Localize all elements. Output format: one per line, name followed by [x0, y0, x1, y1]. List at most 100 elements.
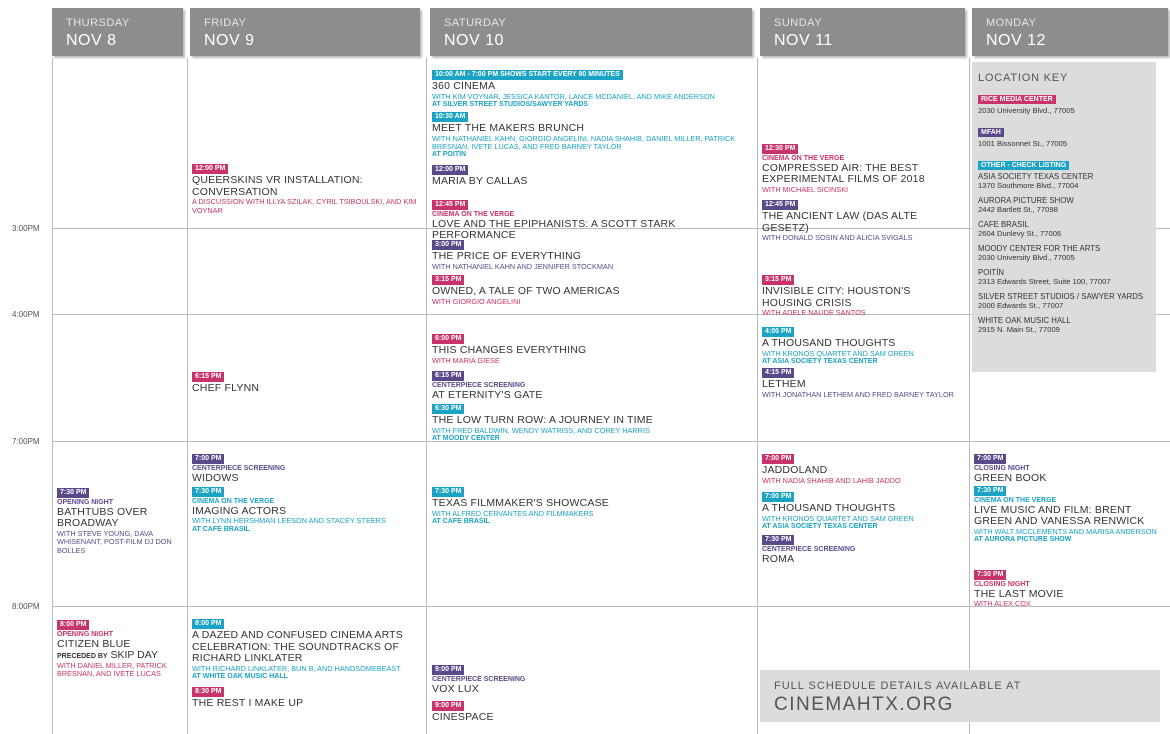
preceded: PRECEDED BY SKIP DAY	[57, 650, 182, 662]
event-title: THE LOW TURN ROW: A JOURNEY IN TIME	[432, 413, 653, 426]
event: 3:15 PM OWNED, A TALE OF TWO AMERICAS WITH…	[432, 268, 752, 306]
time-badge: 8:30 PM	[192, 687, 225, 697]
time-badge: 7:30 PM	[192, 487, 225, 497]
key-title: LOCATION KEY	[978, 72, 1069, 84]
event: 7:30 PM CINEMA ON THE VERGE LIVE MUSIC AND…	[974, 479, 1162, 544]
event: 6:15 PM CENTERPIECE SCREENING AT ETERNITY'…	[432, 364, 752, 401]
event-venue: AT ASIA SOCIETY TEXAS CENTER	[762, 522, 878, 530]
event: 9:00 PM CENTERPIECE SCREENING VOX LUX	[432, 658, 752, 695]
event-title: THE ANCIENT LAW (DAS ALTE GESETZ)	[762, 209, 918, 234]
time-badge: 7:30 PM	[974, 570, 1007, 580]
event-title: THIS CHANGES EVERYTHING	[432, 343, 587, 356]
event-note: WITH ADELE NAUDE SANTOS	[762, 308, 866, 318]
event-title: A DAZED AND CONFUSED CINEMA ARTS CELEBRA…	[192, 628, 403, 665]
event-note: A DISCUSSION WITH ILLYA SZILAK, CYRIL TS…	[192, 197, 417, 215]
event-title: AT ETERNITY'S GATE	[432, 388, 543, 401]
event-tag: CENTERPIECE SCREENING	[192, 464, 286, 472]
key-group: MFAH 1001 Bissonnet St., 77005	[978, 121, 1152, 148]
time-badge: 10:00 AM - 7:00 PM SHOWS START EVERY 90 …	[432, 70, 623, 80]
time-badge: 12:45 PM	[432, 200, 469, 210]
key-name: WHITE OAK MUSIC HALL	[978, 316, 1071, 325]
event-tag: CINEMA ON THE VERGE	[974, 496, 1057, 504]
event-venue: AT WHITE OAK MUSIC HALL	[192, 673, 288, 681]
time-badge: 7:00 PM	[762, 454, 795, 464]
event: 7:30 PM CLOSING NIGHT THE LAST MOVIE WITH A…	[974, 563, 1162, 609]
event-venue: AT ASIA SOCIETY TEXAS CENTER	[762, 357, 878, 365]
event-title: VOX LUX	[432, 682, 479, 695]
event-note: WITH NATHANIEL KAHN AND JENNIFER STOCKMA…	[432, 261, 614, 271]
event-note: WITH DANIEL MILLER, PATRICK BRESNAN, AND…	[57, 661, 167, 679]
event-title: THE REST I MAKE UP	[192, 696, 304, 709]
event-note: WITH KRONOS QUARTET AND SAM GREEN	[762, 348, 914, 358]
key-entry: CAFE BRASIL 2604 Dunlevy St., 77006	[978, 220, 1152, 238]
weekday: FRIDAY	[204, 17, 247, 29]
time-badge: 7:00 PM	[762, 492, 795, 502]
event: 7:00 PM CENTERPIECE SCREENING WIDOWS	[192, 447, 422, 484]
event-tag: CLOSING NIGHT	[974, 580, 1030, 588]
event-title: JADDOLAND	[762, 463, 828, 476]
date: NOV 8	[66, 32, 117, 49]
key-entry: SILVER STREET STUDIOS / SAWYER YARDS 2000…	[978, 292, 1152, 310]
event-title: INVISIBLE CITY: HOUSTON'S HOUSING CRISIS	[762, 284, 911, 309]
event: 6:00 PM THIS CHANGES EVERYTHING WITH MARIA…	[432, 327, 752, 365]
event-title: BATHTUBS OVER BROADWAY	[57, 505, 148, 530]
event-title: MEET THE MAKERS BRUNCH	[432, 121, 585, 134]
time-badge: 7:30 PM	[57, 488, 90, 498]
event-title: LETHEM	[762, 377, 806, 390]
event-title: 360 CINEMA	[432, 79, 496, 92]
time-badge: 4:00 PM	[762, 327, 795, 337]
event: 7:00 PM CLOSING NIGHT GREEN BOOK	[974, 447, 1162, 484]
time-badge: 9:00 PM	[432, 665, 465, 675]
event-venue: AT CAFE BRASIL	[192, 525, 250, 533]
time-label: 7:00PM	[12, 437, 40, 446]
event-note: WITH GIORGIO ANGELINI	[432, 296, 521, 306]
event: 9:00 PM CINESPACE	[432, 694, 752, 724]
event-note: WITH MARIA GIESE	[432, 355, 500, 365]
key-address: 2000 Edwards St., 77007	[978, 301, 1064, 310]
event-note: WITH ALEX COX	[974, 599, 1031, 609]
key-address: 1370 Southmore Blvd., 77004	[978, 181, 1079, 190]
footer-url: CINEMAHTX.ORG	[774, 694, 954, 715]
time-label: 3:00PM	[12, 224, 40, 233]
event-title: QUEERSKINS VR INSTALLATION: CONVERSATION	[192, 173, 363, 198]
event: 3:00 PM THE PRICE OF EVERYTHING WITH NATHA…	[432, 233, 752, 271]
event: 6:30 PM THE LOW TURN ROW: A JOURNEY IN TI…	[432, 397, 752, 443]
event-note: WITH WALT MCCLEMENTS AND MARISA ANDERSON	[974, 527, 1157, 537]
key-entry: ASIA SOCIETY TEXAS CENTER 1370 Southmore …	[978, 172, 1152, 190]
event: 7:30 PM CENTERPIECE SCREENING ROMA	[762, 528, 962, 565]
event: 7:30 PM CINEMA ON THE VERGE IMAGING ACTORS…	[192, 480, 422, 533]
time-badge: 12:45 PM	[762, 200, 799, 210]
weekday: THURSDAY	[66, 17, 130, 29]
event: 12:45 PM THE ANCIENT LAW (DAS ALTE GESETZ…	[762, 193, 962, 243]
time-badge: 12:00 PM	[192, 164, 229, 174]
event-note: WITH STEVE YOUNG, DAVA WHISENANT, POST-F…	[57, 529, 172, 555]
time-badge: 9:00 PM	[432, 701, 465, 711]
event-note: WITH LYNN HERSHMAN LEESON AND STACEY STE…	[192, 516, 386, 526]
event-note: WITH NADIA SHAHIB AND LAHIB JADDO	[762, 475, 901, 485]
event: 7:00 PM A THOUSAND THOUGHTS WITH KRONOS QU…	[762, 485, 962, 531]
key-badge: OTHER - CHECK LISTING	[978, 161, 1070, 170]
row-line	[52, 228, 1170, 229]
event-title: LOVE AND THE EPIPHANISTS: A SCOTT STARK …	[432, 217, 676, 242]
event-note: WITH MICHAEL SICINSKI	[762, 185, 849, 195]
time-badge: 8:00 PM	[192, 619, 225, 629]
event: 12:30 PM CINEMA ON THE VERGE COMPRESSED AI…	[762, 137, 962, 194]
weekday: SATURDAY	[444, 17, 507, 29]
time-label: 8:00PM	[12, 602, 40, 611]
event-title: THE PRICE OF EVERYTHING	[432, 249, 582, 262]
key-badge: MFAH	[978, 128, 1004, 137]
event-venue: AT MOODY CENTER	[432, 434, 500, 442]
event-title: A THOUSAND THOUGHTS	[762, 501, 896, 514]
event: 7:30 PM OPENING NIGHT BATHTUBS OVER BROADW…	[57, 481, 182, 555]
preceded-label: PRECEDED BY	[57, 653, 108, 661]
key-entry: 1001 Bissonnet St., 77005	[978, 139, 1152, 148]
date: NOV 12	[986, 32, 1046, 49]
time-badge: 6:15 PM	[192, 372, 225, 382]
footer-line: FULL SCHEDULE DETAILS AVAILABLE AT	[774, 680, 1022, 692]
time-badge: 6:15 PM	[432, 371, 465, 381]
day-header: SATURDAY NOV 10	[430, 8, 752, 56]
time-badge: 12:30 PM	[762, 144, 799, 154]
key-address: 2604 Dunlevy St., 77006	[978, 229, 1062, 238]
event-note: WITH KIM VOYNAR, JESSICA KANTOR, LANCE M…	[432, 91, 715, 101]
